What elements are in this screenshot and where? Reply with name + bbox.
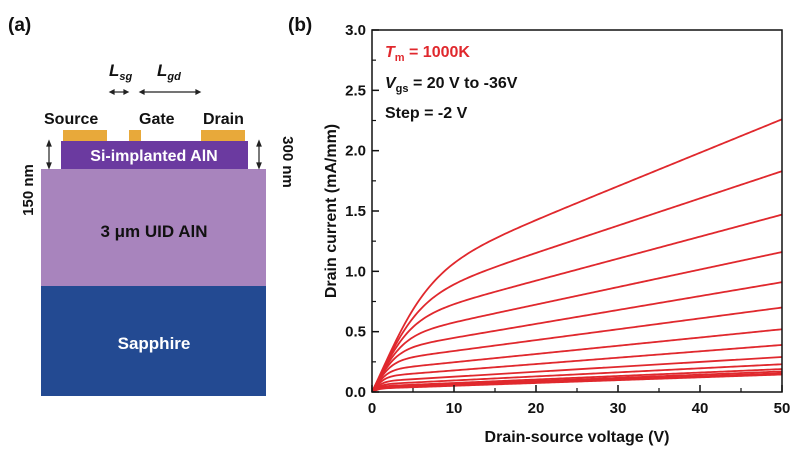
uid-aln-label: 3 μm UID AlN [100,222,207,241]
x-tick-label-0: 0 [368,400,376,417]
depth-markers [46,139,262,170]
x-tick-label-2: 20 [528,400,545,417]
l-sg-arrowhead-right [123,89,130,95]
x-tick-label-1: 10 [446,400,463,417]
x-tick-label-3: 30 [610,400,627,417]
y-tick-label-4: 2.0 [345,143,366,160]
vgs-annotation: Vgs = 20 V to -36V [385,75,518,95]
si-implanted-overlay [61,141,248,169]
si-implanted-overlay-label: Si-implanted AlN [90,148,217,165]
source-label: Source [44,111,98,128]
gate-contact [129,130,141,141]
x-tick-label-4: 40 [692,400,709,417]
tm-annotation: Tm = 1000K [385,44,470,64]
id-vds-curve-9 [371,356,783,393]
axis-ticks: 0 10 20 30 40 50 0.0 0.5 1.0 1.5 2.0 2.5 3.0 [345,22,790,417]
sapphire-layer [41,286,266,396]
length-arrows [108,89,202,95]
right-depth-arrowhead-top [256,139,262,147]
id-vds-curve-11 [371,368,783,393]
source-contact [63,130,107,141]
step-annotation: Step = -2 V [385,105,468,122]
id-vds-curve-1 [371,118,783,392]
x-axis-title: Drain-source voltage (V) [485,429,670,446]
left-depth-arrowhead-top [46,139,52,147]
y-tick-label-6: 3.0 [345,22,366,39]
id-vds-curve-10 [371,363,783,393]
id-vds-curve-14 [371,373,783,393]
right-depth-label: 300 nm [279,136,296,188]
id-vds-curve-12 [371,370,783,393]
l-sg-label: Lsg [109,61,133,83]
left-depth-label: 150 nm [20,164,37,216]
id-vds-curve-7 [371,328,783,393]
id-vds-curve-4 [371,251,783,392]
l-gd-arrowhead-left [138,89,145,95]
l-gd-label: Lgd [157,61,181,83]
y-axis-title: Drain current (mA/mm) [323,124,340,298]
id-vds-curve-6 [371,306,783,393]
y-tick-label-1: 0.5 [345,324,366,341]
drain-contact [201,130,245,141]
right-depth-arrowhead-bottom [256,162,262,170]
sapphire-label: Sapphire [118,334,191,353]
id-vds-curve-8 [371,344,783,393]
l-gd-arrowhead-right [195,89,202,95]
id-vds-curve-5 [371,281,783,392]
y-tick-label-5: 2.5 [345,82,366,99]
drain-label: Drain [203,111,244,128]
panel-b-label: (b) [288,15,312,36]
x-tick-label-5: 50 [774,400,791,417]
y-tick-label-2: 1.0 [345,263,366,280]
left-depth-arrowhead-bottom [46,162,52,170]
id-vds-curve-3 [371,213,783,392]
y-tick-label-3: 1.5 [345,203,366,220]
y-tick-label-0: 0.0 [345,384,366,401]
chart-curves [371,118,783,393]
panel-a-label: (a) [8,15,31,36]
gate-label: Gate [139,111,175,128]
panel-b: (b) 0 10 20 30 40 50 0.0 0.5 1.0 1.5 2.0 2.5 3.0 Tm … [288,15,790,446]
uid-aln-layer [41,141,266,286]
id-vds-curve-2 [371,170,783,392]
panel-a: (a) Lsg Lgd Source Gate Drain Si-implant… [8,15,296,396]
l-sg-arrowhead-left [108,89,115,95]
